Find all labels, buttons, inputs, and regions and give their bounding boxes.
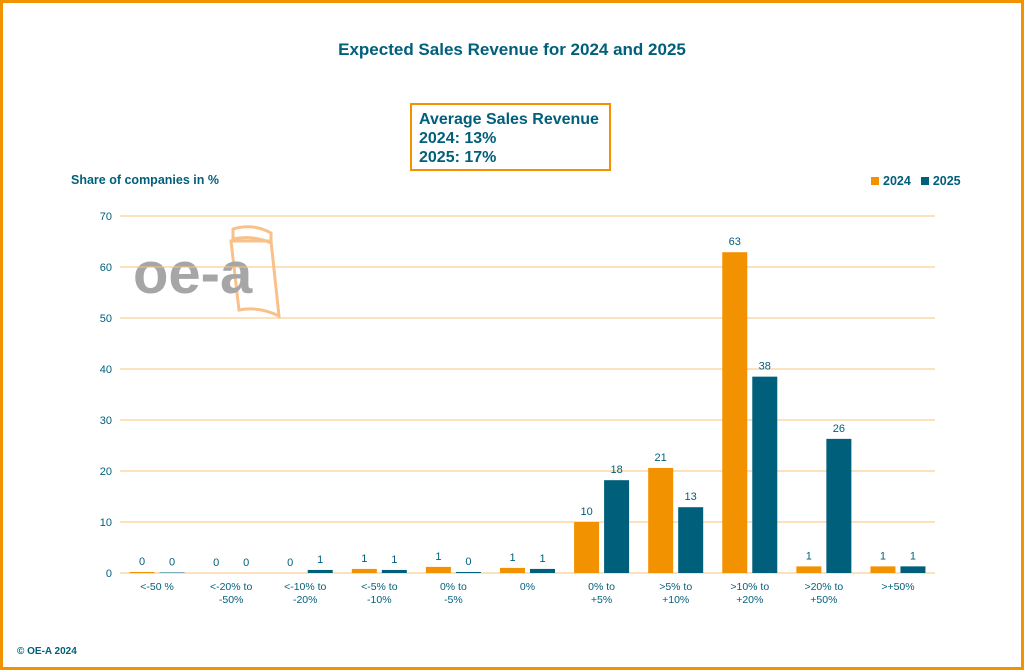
data-label: 1 <box>806 550 812 562</box>
x-tick-label: <-50 % <box>140 581 174 593</box>
legend-item-2024: 2024 <box>871 174 911 188</box>
x-tick-label: 0% to <box>588 581 615 593</box>
y-tick-label: 10 <box>100 517 112 529</box>
legend-item-2025: 2025 <box>920 174 961 188</box>
x-tick-label: <-10% to <box>284 581 326 593</box>
y-tick-label: 30 <box>100 415 112 427</box>
y-tick-label: 40 <box>100 364 112 376</box>
data-label: 1 <box>539 553 545 565</box>
y-tick-label: 70 <box>100 211 112 223</box>
x-tick-label: +50% <box>810 594 837 606</box>
bar-2024 <box>574 522 600 573</box>
legend-swatch <box>920 177 929 185</box>
bar-2025 <box>678 507 704 573</box>
bar-2024 <box>722 252 748 573</box>
x-tick-label: <-5% to <box>361 581 398 593</box>
average-annotation-box: Average Sales Revenue 2024: 13% 2025: 17… <box>410 103 611 171</box>
data-label: 1 <box>910 550 916 562</box>
bar-2025 <box>530 568 555 573</box>
x-tick-label: <-20% to <box>210 581 252 593</box>
data-label: 0 <box>139 556 145 568</box>
data-label: 1 <box>317 554 323 566</box>
data-label: 13 <box>685 491 697 503</box>
x-tick-label: 0% <box>520 581 535 593</box>
bar-2025 <box>455 571 481 573</box>
chart-title: Expected Sales Revenue for 2024 and 2025 <box>338 40 686 59</box>
copyright: © OE-A 2024 <box>17 646 77 657</box>
annotation-line: Average Sales Revenue <box>419 111 599 128</box>
bar-2025 <box>900 566 926 573</box>
data-label: 26 <box>833 423 845 435</box>
x-tick-label: >5% to <box>659 581 692 593</box>
x-tick-label: -5% <box>444 594 463 606</box>
bar-2024 <box>129 571 155 573</box>
bar-2024 <box>351 568 377 573</box>
x-tick-label: -10% <box>367 594 392 606</box>
bar-2025 <box>159 572 185 573</box>
x-tick-label: 0% to <box>440 581 467 593</box>
legend: 2024 2025 <box>871 174 961 188</box>
bar-2025 <box>381 569 407 573</box>
bar-2025 <box>752 376 778 573</box>
data-label: 1 <box>509 552 515 564</box>
bar-2025 <box>604 480 630 573</box>
bar-2024 <box>425 566 451 573</box>
data-label: 1 <box>880 550 886 562</box>
bar-2024 <box>500 567 525 573</box>
legend-label: 2025 <box>932 174 961 188</box>
legend-swatch <box>871 177 879 185</box>
x-tick-label: >20% to <box>804 581 843 593</box>
x-tick-label: >+50% <box>881 581 914 593</box>
data-label: 1 <box>361 553 367 565</box>
data-label: 21 <box>655 452 667 464</box>
x-tick-label: +20% <box>736 594 763 606</box>
x-tick-label: -50% <box>219 594 244 606</box>
data-label: 0 <box>243 557 249 569</box>
data-label: 38 <box>759 361 771 373</box>
x-tick-label: >10% to <box>730 581 769 593</box>
data-label: 63 <box>729 236 741 248</box>
bar-2025 <box>826 438 852 573</box>
data-label: 0 <box>213 557 219 569</box>
svg-text:oe-a: oe-a <box>133 241 253 306</box>
annotation-line: 2025: 17% <box>419 149 497 166</box>
legend-label: 2024 <box>883 174 911 188</box>
oe-a-logo: oe-a <box>133 225 281 319</box>
y-axis-label: Share of companies in % <box>71 173 219 187</box>
y-tick-label: 0 <box>106 568 112 580</box>
y-tick-label: 50 <box>100 313 112 325</box>
data-label: 10 <box>580 506 592 518</box>
y-tick-label: 20 <box>100 466 112 478</box>
bar-2024 <box>870 566 896 573</box>
annotation-line: 2024: 13% <box>419 130 497 147</box>
bar-2024 <box>648 467 674 573</box>
bar-2025 <box>307 569 333 573</box>
data-label: 18 <box>610 464 622 476</box>
data-label: 1 <box>391 554 397 566</box>
data-label: 1 <box>435 551 441 563</box>
x-tick-label: -20% <box>293 594 318 606</box>
bar-2024 <box>796 566 822 573</box>
data-label: 0 <box>287 557 293 569</box>
y-tick-label: 60 <box>100 262 112 274</box>
x-tick-label: +5% <box>591 594 612 606</box>
data-label: 0 <box>465 556 471 568</box>
x-tick-label: +10% <box>662 594 689 606</box>
data-label: 0 <box>169 556 175 568</box>
